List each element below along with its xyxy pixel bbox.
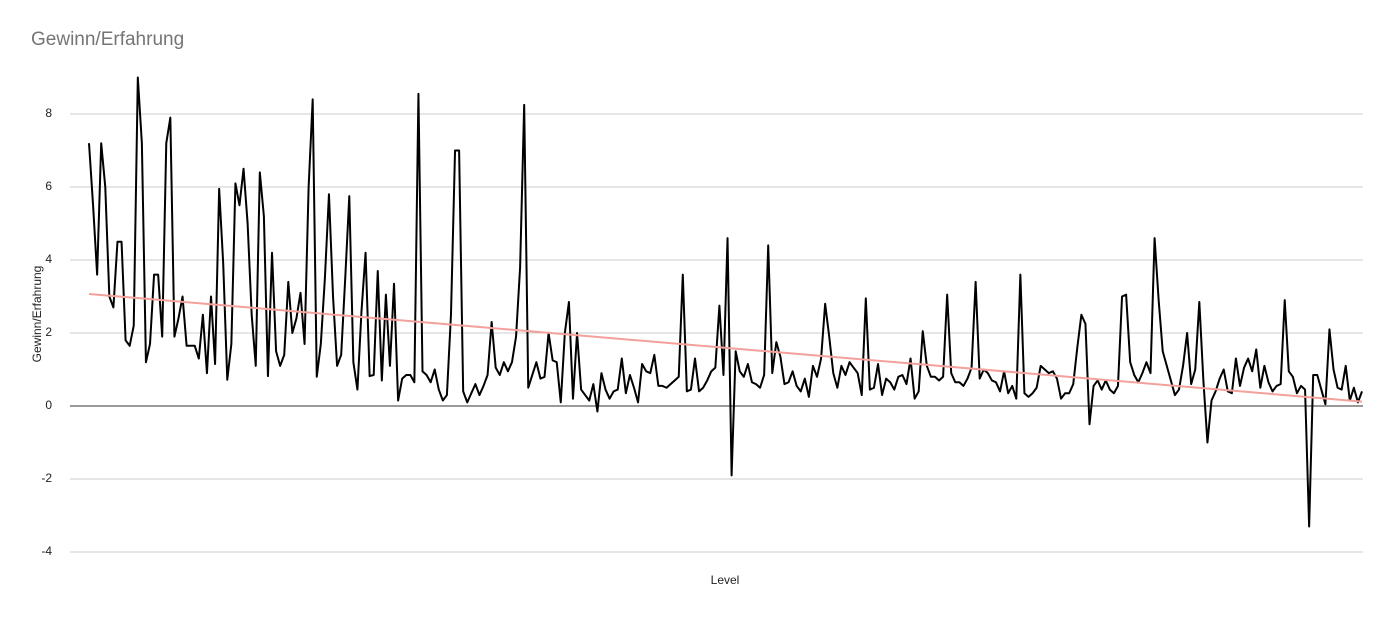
chart-title: Gewinn/Erfahrung [31, 29, 184, 50]
trendline [88, 292, 1363, 403]
y-tick-label: -4 [41, 544, 52, 558]
y-axis-label: Gewinn/Erfahrung [30, 266, 44, 363]
data-line [88, 76, 1363, 528]
y-tick-label: -2 [41, 471, 52, 485]
y-tick-label: 8 [45, 106, 52, 120]
y-tick-label: 0 [45, 398, 52, 412]
x-axis-label: Level [711, 573, 740, 587]
y-tick-label: 2 [45, 325, 52, 339]
y-tick-label: 4 [45, 252, 52, 266]
y-tick-label: 6 [45, 179, 52, 193]
